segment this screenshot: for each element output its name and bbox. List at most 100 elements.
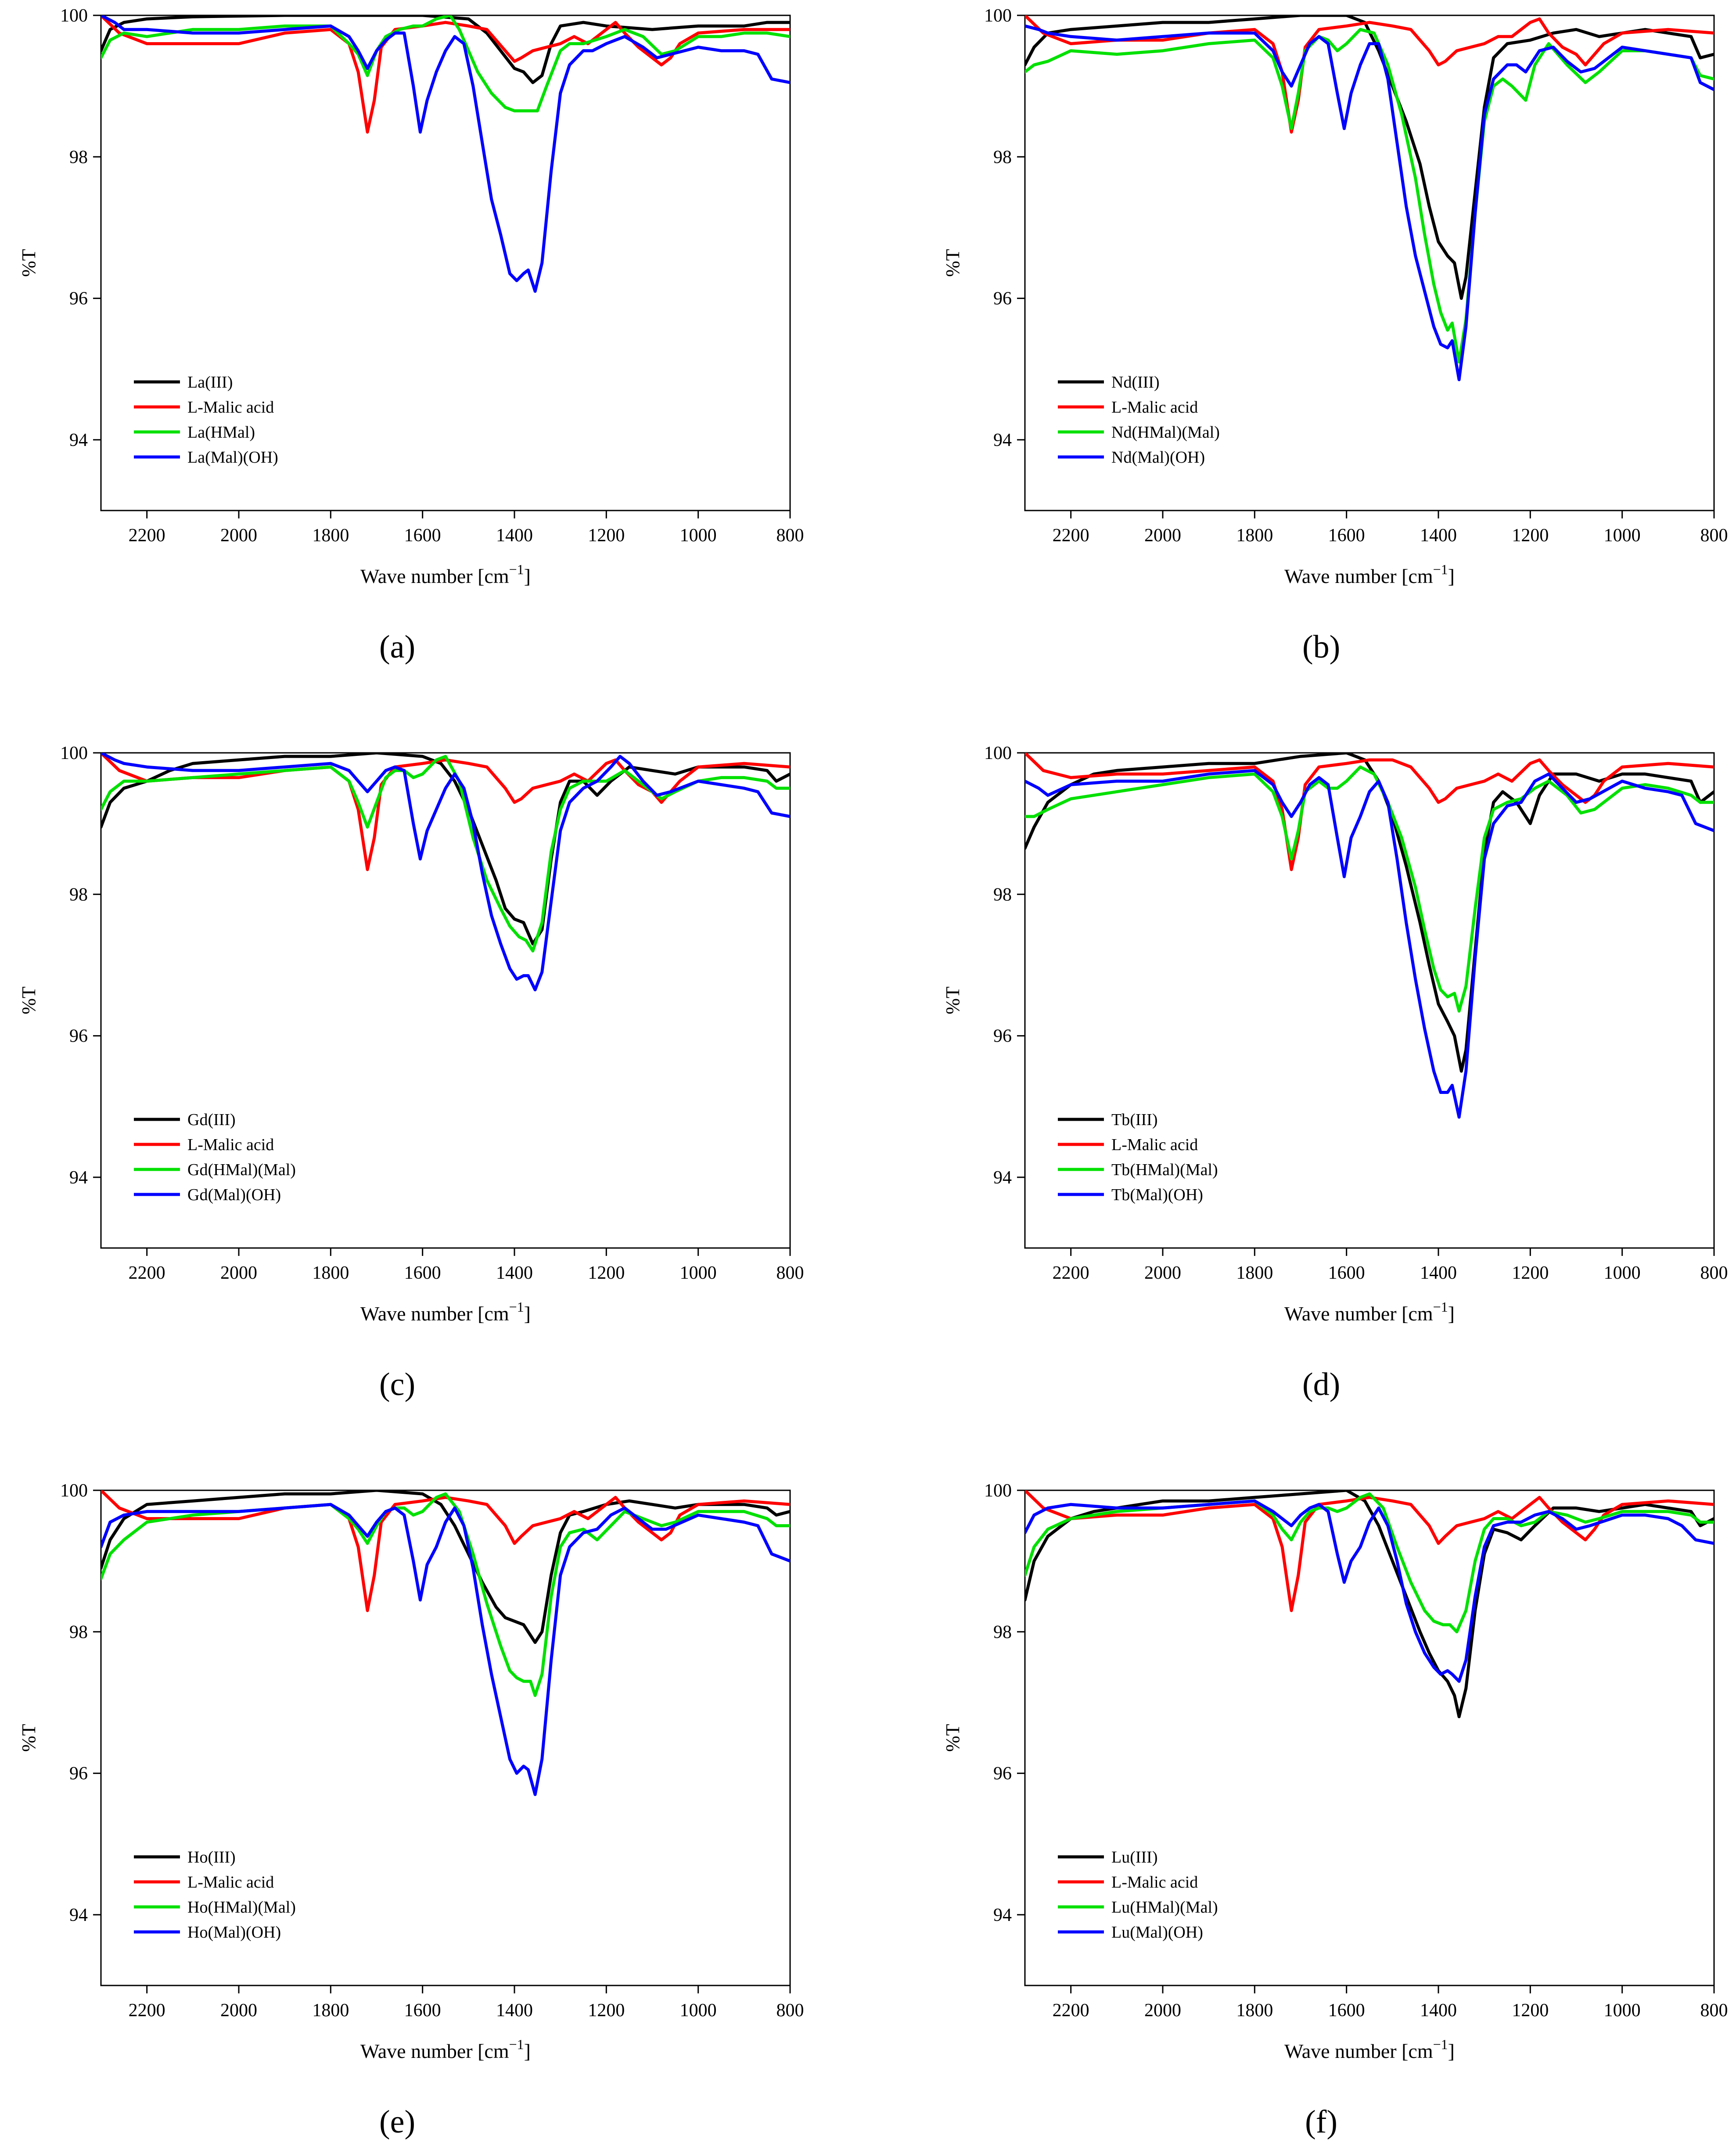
legend-entry: L-Malic acid (187, 1136, 274, 1154)
x-tick-label: 800 (1700, 1263, 1728, 1283)
legend-entry: Lu(HMal)(Mal) (1111, 1898, 1218, 1917)
series-group (1025, 15, 1714, 381)
y-tick-label: 100 (984, 6, 1012, 26)
x-tick-label: 1800 (312, 1263, 349, 1283)
plot-frame (1024, 1489, 1715, 1986)
y-tick-label: 98 (993, 147, 1012, 167)
x-tick-label: 2000 (220, 2000, 257, 2021)
series-line-4 (1025, 1499, 1714, 1683)
y-tick-label: 98 (993, 1622, 1012, 1642)
legend-entry: Nd(HMal)(Mal) (1111, 423, 1220, 442)
y-tick-label: 98 (69, 147, 88, 167)
panel-a: 2200 2000 1800 1600 1400 1200 1000 800 94 96 98 100… (18, 6, 804, 665)
panel-b: 2200 2000 1800 1600 1400 1200 1000 800 94 96 98 100… (942, 6, 1728, 665)
x-axis-label-close: ] (524, 1302, 531, 1325)
panel-f: 2200 2000 1800 1600 1400 1200 1000 800 94 96 98 100… (942, 1481, 1728, 2140)
series-line-1 (101, 15, 790, 84)
x-tick-label: 800 (1700, 2000, 1728, 2021)
plot-frame (1024, 14, 1715, 511)
panel-label: (b) (1302, 629, 1340, 665)
x-tick-label: 1000 (680, 1263, 717, 1283)
x-tick-label: 1400 (1420, 2000, 1457, 2021)
x-tick-label: 1200 (1512, 525, 1549, 546)
x-axis-label-exponent: −1 (509, 561, 524, 577)
series-line-3 (101, 755, 790, 953)
y-tick-label: 94 (69, 430, 88, 450)
series-line-4 (1025, 24, 1714, 381)
series-line-2 (101, 1490, 790, 1612)
legend-entry: Tb(III) (1111, 1111, 1157, 1129)
x-tick-label: 1200 (588, 2000, 625, 2021)
legend-entry: Gd(Mal)(OH) (187, 1186, 281, 1204)
y-tick-label: 96 (993, 1026, 1012, 1047)
x-axis-label-main: Wave number [cm (1284, 565, 1433, 587)
x-axis-label-main: Wave number [cm (1284, 1302, 1433, 1325)
y-tick-label: 96 (69, 1764, 88, 1784)
panel-label: (f) (1305, 2104, 1337, 2140)
series-group (1025, 1490, 1714, 1719)
x-tick-label: 1400 (1420, 525, 1457, 546)
panel-e: 2200 2000 1800 1600 1400 1200 1000 800 94 96 98 100… (18, 1481, 804, 2140)
x-tick-label: 1800 (1236, 525, 1273, 546)
x-tick-label: 1800 (312, 2000, 349, 2021)
series-group (101, 753, 790, 992)
legend-entry: Ho(HMal)(Mal) (187, 1898, 296, 1917)
y-tick-label: 96 (69, 1026, 88, 1047)
y-axis-label: %T (18, 986, 40, 1014)
series-line-2 (1025, 1490, 1714, 1612)
y-tick-label: 100 (984, 743, 1012, 763)
y-tick-label: 94 (69, 1905, 88, 1925)
y-tick-label: 96 (993, 289, 1012, 309)
legend-entry: Gd(HMal)(Mal) (187, 1161, 296, 1179)
series-line-3 (1025, 28, 1714, 364)
series-line-2 (1025, 753, 1714, 871)
x-tick-label: 1000 (680, 525, 717, 546)
x-axis-label: Wave number [cm−1] (360, 1299, 531, 1325)
panel-c: 2200 2000 1800 1600 1400 1200 1000 800 94 96 98 100… (18, 743, 804, 1403)
panel-label: (e) (379, 2104, 415, 2140)
x-axis-label: Wave number [cm−1] (1284, 561, 1455, 587)
series-group (1025, 753, 1714, 1119)
x-tick-label: 1800 (1236, 1263, 1273, 1283)
plot-frame (1024, 752, 1715, 1249)
legend-entry: La(Mal)(OH) (187, 448, 278, 467)
panel-d: 2200 2000 1800 1600 1400 1200 1000 800 94 96 98 100… (942, 743, 1728, 1403)
x-axis-label-exponent: −1 (1433, 1299, 1448, 1315)
x-tick-label: 2200 (129, 525, 165, 546)
legend-entry: L-Malic acid (1111, 1873, 1198, 1892)
x-tick-label: 800 (776, 2000, 804, 2021)
x-tick-label: 2200 (1053, 1263, 1089, 1283)
x-tick-label: 1600 (404, 1263, 441, 1283)
legend-entry: Tb(HMal)(Mal) (1111, 1161, 1218, 1179)
y-tick-label: 94 (993, 1168, 1012, 1188)
series-line-4 (101, 15, 790, 293)
series-line-3 (101, 15, 790, 112)
series-line-1 (101, 753, 790, 946)
x-axis-label-close: ] (1448, 565, 1455, 587)
x-tick-label: 1000 (680, 2000, 717, 2021)
x-axis-label: Wave number [cm−1] (360, 561, 531, 587)
panel-label: (a) (379, 629, 415, 665)
y-tick-label: 96 (993, 1764, 1012, 1784)
y-tick-label: 100 (984, 1481, 1012, 1501)
x-tick-label: 1200 (1512, 2000, 1549, 2021)
legend-entry: Ho(III) (187, 1848, 236, 1867)
legend-entry: L-Malic acid (187, 1873, 274, 1892)
y-tick-label: 96 (69, 289, 88, 309)
x-tick-label: 1200 (588, 1263, 625, 1283)
x-axis-label-main: Wave number [cm (360, 1302, 509, 1325)
legend-entry: L-Malic acid (1111, 1136, 1198, 1154)
x-tick-label: 1400 (496, 2000, 533, 2021)
plot-frame (100, 1489, 791, 1986)
x-tick-label: 2000 (220, 525, 257, 546)
y-axis-label: %T (942, 1724, 963, 1752)
y-tick-label: 94 (993, 430, 1012, 450)
x-tick-label: 800 (776, 525, 804, 546)
x-tick-label: 1000 (1604, 525, 1641, 546)
x-axis-label: Wave number [cm−1] (1284, 2036, 1455, 2062)
x-tick-label: 2200 (1053, 2000, 1089, 2021)
series-line-1 (101, 1490, 790, 1644)
series-line-4 (1025, 769, 1714, 1119)
y-tick-label: 100 (60, 6, 88, 26)
x-tick-label: 2000 (1144, 1263, 1181, 1283)
